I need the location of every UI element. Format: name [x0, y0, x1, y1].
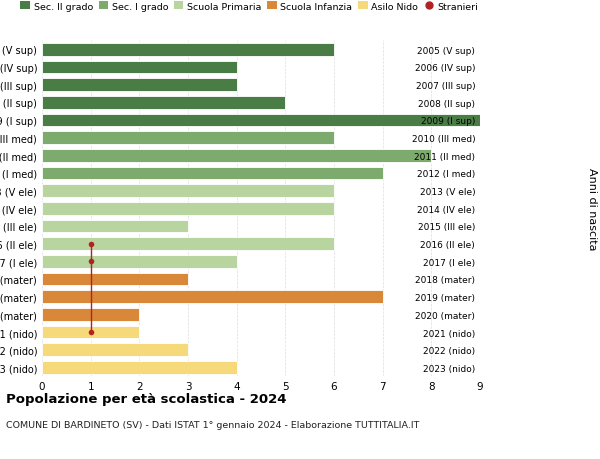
Bar: [42, 44, 334, 56]
Legend: Sec. II grado, Sec. I grado, Scuola Primaria, Scuola Infanzia, Asilo Nido, Stran: Sec. II grado, Sec. I grado, Scuola Prim…: [20, 2, 478, 11]
Bar: [42, 273, 188, 286]
Bar: [42, 255, 236, 268]
Text: Popolazione per età scolastica - 2024: Popolazione per età scolastica - 2024: [6, 392, 287, 405]
Text: Anni di nascita: Anni di nascita: [587, 168, 597, 250]
Bar: [42, 79, 236, 92]
Bar: [42, 361, 236, 374]
Bar: [42, 220, 188, 233]
Bar: [42, 344, 188, 356]
Text: COMUNE DI BARDINETO (SV) - Dati ISTAT 1° gennaio 2024 - Elaborazione TUTTITALIA.: COMUNE DI BARDINETO (SV) - Dati ISTAT 1°…: [6, 420, 419, 429]
Bar: [42, 114, 480, 127]
Bar: [42, 132, 334, 145]
Bar: [42, 167, 383, 180]
Bar: [42, 326, 139, 339]
Bar: [42, 238, 334, 251]
Bar: [42, 150, 431, 162]
Bar: [42, 291, 383, 303]
Bar: [42, 202, 334, 215]
Bar: [42, 62, 236, 74]
Bar: [42, 97, 286, 109]
Bar: [42, 308, 139, 321]
Bar: [42, 185, 334, 197]
